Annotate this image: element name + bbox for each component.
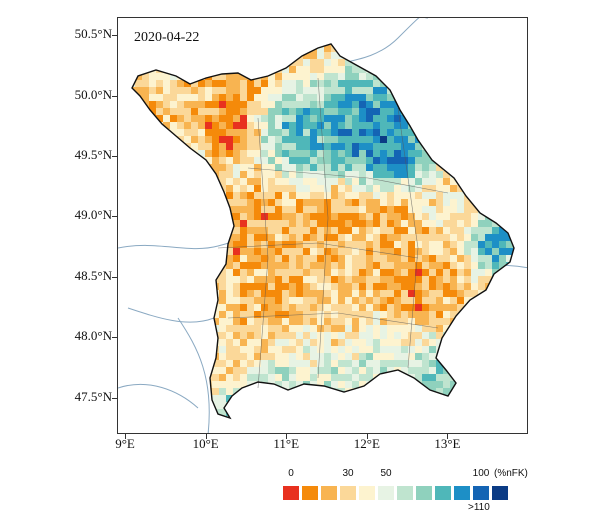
lat-tick bbox=[112, 95, 117, 97]
colorbar-swatch bbox=[397, 486, 413, 500]
colorbar-swatch bbox=[435, 486, 451, 500]
colorbar-swatch bbox=[302, 486, 318, 500]
lat-tick-label: 49.0°N bbox=[74, 207, 112, 223]
lat-tick bbox=[112, 216, 117, 218]
lon-tick bbox=[125, 434, 127, 439]
colorbar-swatch bbox=[454, 486, 470, 500]
lon-tick bbox=[205, 434, 207, 439]
colorbar-over-label: >110 bbox=[468, 502, 490, 513]
lon-tick-label: 10°E bbox=[192, 436, 219, 451]
lat-tick bbox=[112, 156, 117, 157]
lon-tick bbox=[447, 434, 449, 439]
colorbar bbox=[283, 486, 511, 500]
lat-tick-label: 48.5°N bbox=[74, 267, 112, 283]
lon-tick bbox=[366, 434, 368, 439]
lat-tick bbox=[112, 397, 117, 399]
lat-tick bbox=[112, 276, 117, 278]
lon-tick bbox=[286, 434, 288, 439]
colorbar-tick-label: 100 bbox=[472, 468, 490, 479]
colorbar-swatch bbox=[321, 486, 337, 500]
lat-tick bbox=[112, 337, 117, 339]
lat-tick-label: 50.5°N bbox=[74, 26, 112, 42]
soil-moisture-grid bbox=[132, 44, 514, 418]
lon-tick-label: 11°E bbox=[273, 436, 300, 451]
colorbar-swatch bbox=[283, 486, 299, 500]
river-line bbox=[127, 307, 215, 323]
colorbar-swatch bbox=[473, 486, 489, 500]
bavaria-border bbox=[131, 43, 515, 420]
colorbar-swatch bbox=[416, 486, 432, 500]
lat-tick-label: 50.0°N bbox=[74, 86, 112, 102]
colorbar-swatch bbox=[378, 486, 394, 500]
lat-tick-label: 48.0°N bbox=[74, 328, 112, 344]
colorbar-tick-label: 30 bbox=[342, 468, 354, 479]
district-boundary bbox=[227, 312, 439, 329]
lon-tick-label: 12°E bbox=[353, 436, 380, 451]
map-panel: 2020-04-22 bbox=[117, 17, 528, 434]
lon-tick-label: 9°E bbox=[115, 436, 135, 451]
map-date-label: 2020-04-22 bbox=[134, 30, 200, 45]
colorbar-swatch bbox=[492, 486, 508, 500]
district-boundary bbox=[317, 77, 329, 379]
lat-tick-label: 47.5°N bbox=[74, 388, 112, 404]
district-boundary bbox=[217, 242, 419, 259]
colorbar-legend: 0 30 50 100 (%nFK) >110 bbox=[283, 468, 528, 513]
district-boundary bbox=[257, 117, 269, 389]
soil-moisture-map bbox=[118, 18, 527, 433]
lat-tick bbox=[112, 35, 117, 37]
district-boundary bbox=[397, 107, 419, 369]
colorbar-unit: (%nFK) bbox=[494, 468, 528, 479]
colorbar-swatch bbox=[359, 486, 375, 500]
lon-tick-label: 13°E bbox=[434, 436, 461, 451]
river-line bbox=[118, 384, 199, 409]
colorbar-tick-label: 50 bbox=[380, 468, 392, 479]
colorbar-tick-label: 0 bbox=[288, 468, 294, 479]
district-boundary bbox=[247, 167, 449, 194]
colorbar-swatch bbox=[340, 486, 356, 500]
lat-tick-label: 49.5°N bbox=[74, 147, 112, 162]
river-line bbox=[177, 317, 210, 433]
